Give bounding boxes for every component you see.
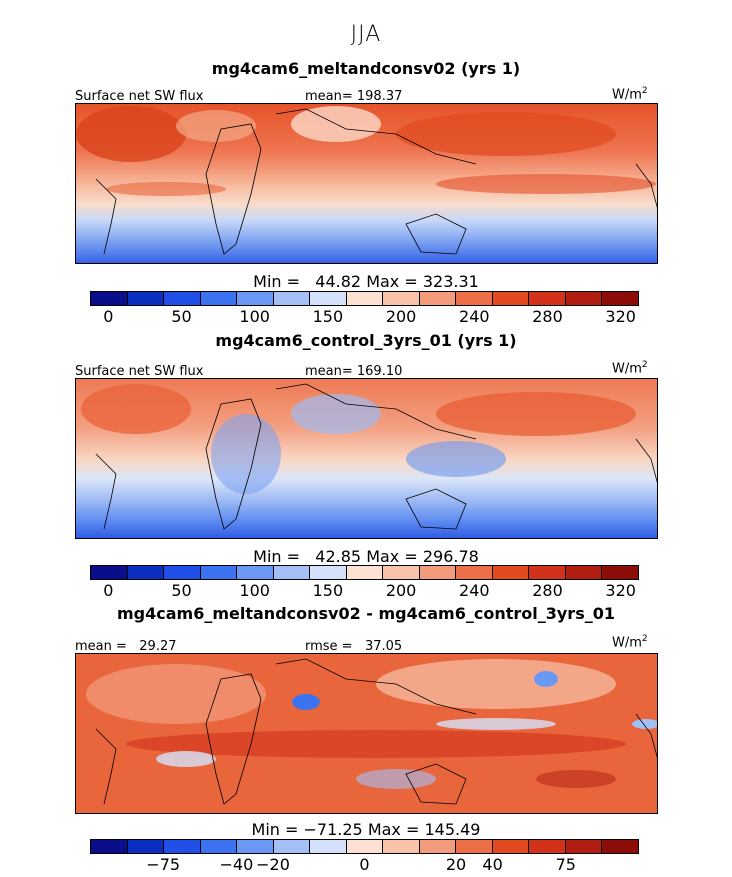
panel-2-colorbar-swatch-10 (419, 566, 457, 579)
panel-3-mean-label: mean = 29.27 (75, 639, 177, 654)
panel-2-colorbar-tick-label: 0 (103, 581, 114, 600)
panel-1-colorbar-swatch-1 (91, 292, 128, 305)
panel-1-units: W/m2 (612, 86, 648, 103)
panel-3-colorbar-swatch-5 (237, 840, 274, 853)
panel-1-colorbar-swatch-8 (346, 292, 384, 305)
panel-2-colorbar-swatch-9 (383, 566, 420, 579)
panel-1-colorbar-ticks: 0 50 100 150 200 240 280 320 (90, 307, 639, 327)
panel-1-colorbar-tick-label: 150 (312, 307, 344, 326)
panel-3-units: W/m2 (612, 634, 648, 651)
panel-3-colorbar-tick-label: 0 (359, 855, 370, 874)
panel-2-colorbar-swatch-7 (310, 566, 347, 579)
panel-1-map (75, 103, 658, 264)
panel-2-colorbar-swatch-11 (456, 566, 493, 579)
panel-2-map (75, 378, 658, 539)
panel-1-colorbar-swatch-5 (237, 292, 274, 305)
panel-2-field-label: Surface net SW flux (75, 364, 204, 379)
panel-2-colorbar-swatch-2 (127, 566, 165, 579)
panel-1-title: mg4cam6_meltandconsv02 (yrs 1) (211, 59, 521, 78)
panel-3-colorbar-swatch-15 (602, 840, 638, 853)
panel-2-colorbar-swatch-1 (91, 566, 128, 579)
panel-3-colorbar-tick-label: −75 (146, 855, 181, 874)
panel-2-colorbar-tick-label: 320 (605, 581, 636, 600)
panel-3-colorbar-swatch-14 (565, 840, 603, 853)
panel-3-colorbar-tick-label: 40 (482, 855, 503, 874)
panel-3-colorbar-tick-label: 75 (555, 855, 576, 874)
panel-2-colorbar-swatch-15 (602, 566, 638, 579)
panel-2-colorbar-swatch-12 (492, 566, 530, 579)
panel-3-colorbar-swatch-2 (127, 840, 165, 853)
panel-2-colorbar-swatch-4 (200, 566, 238, 579)
season-title: JJA (350, 22, 382, 47)
panel-1-colorbar-tick-label: 240 (459, 307, 490, 326)
panel-1-colorbar-swatch-13 (529, 292, 566, 305)
panel-1-colorbar-swatch-9 (383, 292, 420, 305)
panel-2-colorbar-swatch-6 (273, 566, 311, 579)
panel-2-colorbar-tick-label: 240 (459, 581, 490, 600)
panel-3-colorbar (90, 839, 639, 854)
panel-1-colorbar-swatch-12 (492, 292, 530, 305)
panel-2-minmax: Min = 42.85 Max = 296.78 (253, 547, 479, 566)
panel-3-colorbar-swatch-10 (419, 840, 457, 853)
panel-3-map (75, 653, 658, 814)
panel-3-colorbar-swatch-9 (383, 840, 420, 853)
panel-2-title: mg4cam6_control_3yrs_01 (yrs 1) (215, 331, 517, 350)
panel-1-colorbar-swatch-7 (310, 292, 347, 305)
panel-1-field-label: Surface net SW flux (75, 89, 204, 104)
panel-1-colorbar-tick-label: 320 (605, 307, 636, 326)
panel-1-colorbar-tick-label: 100 (239, 307, 270, 326)
panel-2-colorbar-tick-label: 200 (385, 581, 417, 600)
panel-3-colorbar-swatch-6 (273, 840, 311, 853)
panel-3-title: mg4cam6_meltandconsv02 - mg4cam6_control… (117, 604, 615, 623)
panel-3-colorbar-swatch-12 (492, 840, 530, 853)
panel-2-colorbar-swatch-5 (237, 566, 274, 579)
panel-3-colorbar-tick-label: −20 (256, 855, 290, 874)
panel-1-colorbar-swatch-4 (200, 292, 238, 305)
panel-3-colorbar-swatch-8 (346, 840, 384, 853)
panel-2-map-field (76, 379, 657, 538)
panel-1-colorbar-swatch-15 (602, 292, 638, 305)
panel-1-colorbar-swatch-10 (419, 292, 457, 305)
panel-1-colorbar (90, 291, 639, 306)
panel-2-colorbar-swatch-8 (346, 566, 384, 579)
panel-3-map-field (76, 654, 657, 813)
panel-2-colorbar-swatch-3 (164, 566, 201, 579)
panel-3-colorbar-swatch-4 (200, 840, 238, 853)
panel-2-colorbar-ticks: 0 50 100 150 200 240 280 320 (90, 581, 639, 601)
panel-1-map-field (76, 104, 657, 263)
panel-1-minmax: Min = 44.82 Max = 323.31 (253, 272, 479, 291)
panel-1-colorbar-tick-label: 0 (103, 307, 114, 326)
panel-3-colorbar-swatch-3 (164, 840, 201, 853)
panel-3-colorbar-tick-label: 20 (445, 855, 467, 874)
panel-2-colorbar-tick-label: 150 (312, 581, 344, 600)
panel-3-colorbar-swatch-7 (310, 840, 347, 853)
panel-1-colorbar-tick-label: 280 (532, 307, 563, 326)
panel-1-colorbar-swatch-11 (456, 292, 493, 305)
panel-3-colorbar-swatch-1 (91, 840, 128, 853)
panel-3-minmax: Min = −71.25 Max = 145.49 (251, 820, 481, 839)
panel-1-colorbar-swatch-6 (273, 292, 311, 305)
panel-1-colorbar-tick-label: 50 (171, 307, 192, 326)
panel-1-colorbar-swatch-14 (565, 292, 603, 305)
panel-2-colorbar-tick-label: 50 (171, 581, 192, 600)
panel-1-colorbar-tick-label: 200 (385, 307, 417, 326)
panel-3-colorbar-tick-label: −40 (219, 855, 254, 874)
panel-2-colorbar-swatch-14 (565, 566, 603, 579)
panel-1-mean-label: mean= 198.37 (305, 89, 403, 104)
panel-2-colorbar-tick-label: 100 (239, 581, 270, 600)
panel-2-units: W/m2 (612, 360, 648, 377)
panel-2-colorbar (90, 565, 639, 580)
panel-1-colorbar-swatch-3 (164, 292, 201, 305)
panel-2-mean-label: mean= 169.10 (305, 364, 403, 379)
panel-3-colorbar-swatch-13 (529, 840, 566, 853)
panel-3-colorbar-swatch-11 (456, 840, 493, 853)
panel-1-colorbar-swatch-2 (127, 292, 165, 305)
panel-3-rmse-label: rmse = 37.05 (305, 639, 403, 654)
panel-2-colorbar-swatch-13 (529, 566, 566, 579)
panel-3-colorbar-ticks: −75 −40 −20 0 20 40 75 (90, 855, 639, 875)
panel-2-colorbar-tick-label: 280 (532, 581, 563, 600)
